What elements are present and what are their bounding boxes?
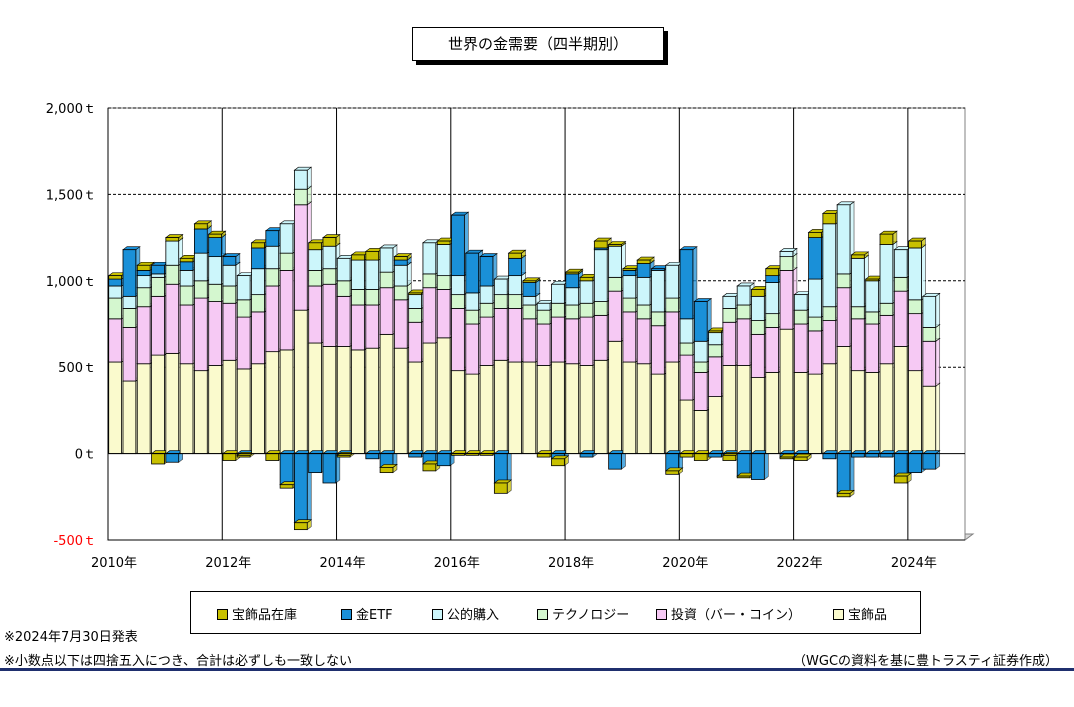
legend-item-gold-etf: 金ETF [341,604,393,623]
bar-segment [493,450,513,484]
bar-segment [921,382,941,455]
legend-item-investment-bar-coin: 投資（バー・コイン） [656,604,801,623]
bar-segment [193,220,213,230]
y-axis-tick-labels: 2,000ｔ 1,500ｔ 1,000ｔ 500ｔ 0ｔ -500ｔ [46,102,96,549]
legend-swatch [341,609,352,620]
legend-label: テクノロジー [552,608,630,623]
legend-item-technology: テクノロジー [537,604,629,623]
published-note: ※2024年7月30日発表 [4,630,138,645]
bar-segment [522,277,541,284]
bar-segment [564,268,584,275]
bar-segment [664,450,684,472]
x-tick-label: 2020年 [662,556,708,571]
legend-label: 金ETF [356,608,393,623]
bar-segment [164,234,184,242]
legend: 宝飾品在庫 金ETF 公的購入 テクノロジー 投資（バー・コイン） 宝飾品 [190,591,921,634]
bar-segment [293,519,313,531]
legend-label: 公的購入 [447,608,500,623]
x-tick-label: 2022年 [777,556,823,571]
legend-swatch [432,609,443,620]
bar-segment [379,450,398,469]
bar-segment [279,481,298,489]
bar-segment [507,249,527,259]
y-tick-label: 500ｔ [58,361,96,376]
rounding-note: ※小数点以下は四捨五入につき、合計は必ずしも一致しない [4,654,352,669]
bottom-divider [0,668,1074,671]
bar-segment [550,455,570,467]
x-tick-label: 2016年 [434,556,480,571]
bar-segment [293,166,313,190]
bar-segment [222,253,241,266]
bar-segment [779,247,798,258]
bar-segment [921,292,941,329]
bar-segment [322,450,341,484]
bar-segment [793,453,813,462]
legend-item-jewelry-inventory: 宝飾品在庫 [217,604,297,623]
bar-segment [879,230,898,246]
bar-segment [479,253,498,287]
bar-segment [393,253,413,261]
bar-segment [493,479,513,494]
legend-swatch [833,609,844,620]
x-axis-tick-labels: 2010年 2012年 2014年 2016年 2018年 2020年 2022年 2024年 [91,556,937,571]
x-tick-label: 2014年 [319,556,365,571]
bar-segment [350,251,370,261]
x-tick-label: 2010年 [91,556,137,571]
x-tick-label: 2018年 [548,556,594,571]
y-tick-label: 1,500ｔ [46,188,96,203]
bar-segment [836,489,855,498]
bar-segment [393,261,413,287]
chart: 2,000ｔ 1,500ｔ 1,000ｔ 500ｔ 0ｔ -500ｔ 2010年 2012年… [46,102,975,571]
bar-segment [850,251,870,259]
bar-segment [736,282,755,306]
legend-item-official-purchase: 公的購入 [432,604,499,623]
legend-swatch [656,609,667,620]
bar-segment [750,450,770,481]
chart-title: 世界の金需要（四半期別） [412,27,664,61]
legend-label: 宝飾品在庫 [232,608,298,623]
bar-segment [207,230,227,239]
axes [107,108,965,541]
bar-segment [921,337,941,387]
bar-segment [322,234,341,247]
bar-segment [607,240,627,247]
bar-segment [293,185,313,206]
bar-segment [907,237,927,249]
legend-swatch [537,609,548,620]
bar-segment [893,472,913,484]
x-tick-label: 2012年 [205,556,251,571]
y-tick-label: -500ｔ [53,534,96,549]
legend-label: 投資（バー・コイン） [671,608,802,623]
bar-segment [122,246,141,297]
y-tick-label: 2,000ｔ [46,102,96,117]
bar-segment [664,467,684,475]
legend-label: 宝飾品 [848,608,888,623]
y-tick-label: 1,000ｔ [46,275,96,290]
legend-swatch [217,609,228,620]
legend-item-jewelry: 宝飾品 [833,604,887,623]
bar-segment [636,256,655,265]
bar-segment [379,463,398,474]
x-tick-label: 2024年 [891,556,937,571]
bar-segment [907,244,927,301]
source-note: （WGCの資料を基に豊トラスティ証券作成） [793,654,1058,669]
y-tick-label: 0ｔ [75,448,96,463]
bars [107,166,941,531]
